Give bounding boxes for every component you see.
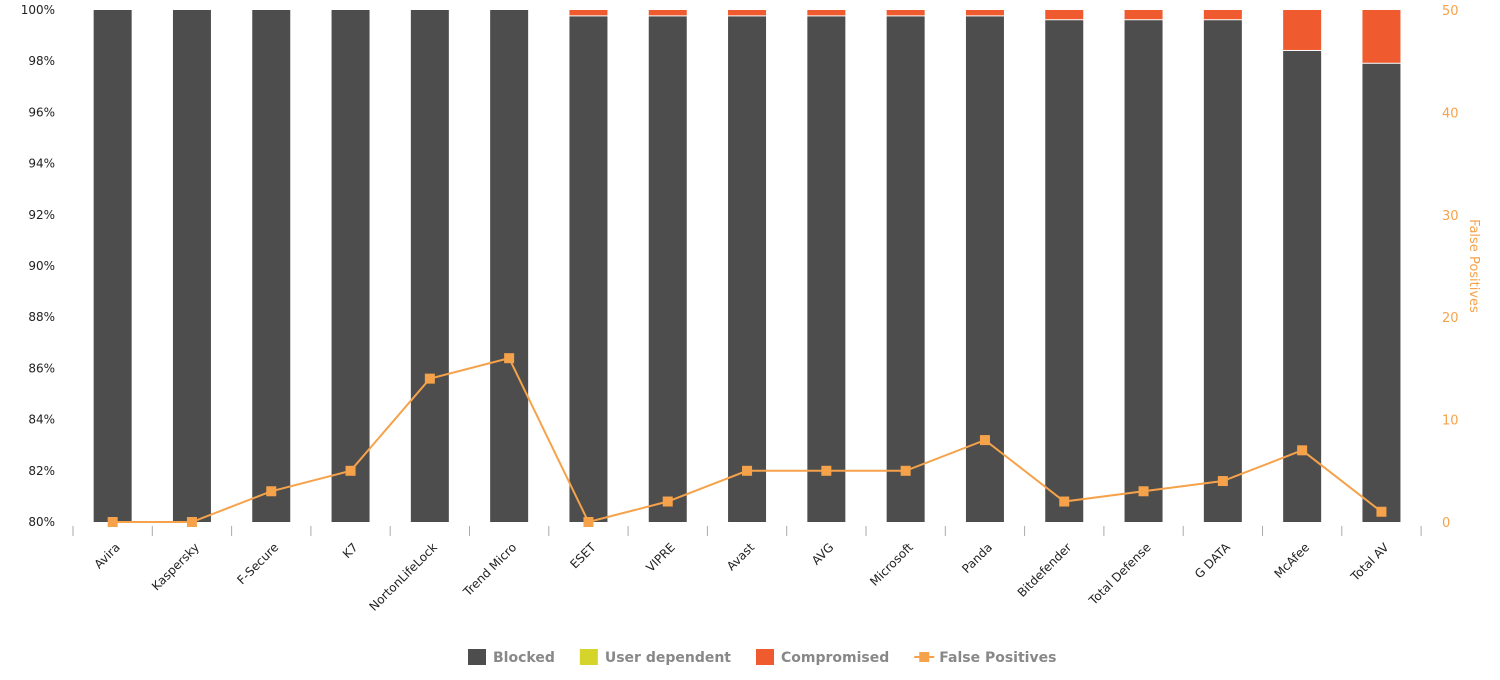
x-tick-label: Total Defense: [1086, 540, 1154, 608]
false-positive-point: [583, 517, 594, 527]
legend-swatch: [468, 649, 486, 665]
bar-blocked: [1362, 63, 1401, 522]
bar-blocked: [886, 16, 925, 523]
false-positive-point: [424, 373, 435, 384]
bar-blocked: [252, 10, 291, 522]
legend-swatch-marker: [919, 652, 930, 662]
bar-blocked: [1283, 50, 1322, 523]
right-axis-tick: 20: [1442, 311, 1459, 326]
x-tick-label: Microsoft: [867, 540, 916, 589]
bar-blocked: [728, 16, 767, 523]
bar-compromised: [648, 10, 687, 16]
left-axis-tick: 98%: [28, 54, 55, 68]
x-tick-label: Bitdefender: [1015, 540, 1075, 600]
left-axis-tick: 84%: [28, 413, 55, 427]
false-positive-point: [662, 496, 673, 507]
bar-blocked: [648, 16, 687, 523]
x-tick-label: Panda: [959, 540, 995, 576]
x-tick-label: F-Secure: [234, 540, 281, 587]
bar-blocked: [1045, 20, 1084, 523]
false-positive-point: [107, 517, 118, 527]
bar-compromised: [1203, 10, 1242, 20]
false-positive-point: [1138, 486, 1149, 497]
bar-blocked: [172, 10, 211, 522]
x-tick-label: Avast: [724, 540, 757, 573]
right-axis-tick: 0: [1442, 516, 1450, 531]
bar-blocked: [331, 10, 370, 522]
bar-blocked: [93, 10, 132, 522]
x-tick-label: Kaspersky: [149, 540, 202, 593]
false-positive-point: [266, 486, 277, 497]
bar-blocked: [807, 16, 846, 523]
left-axis-tick: 100%: [21, 3, 55, 17]
x-tick-label: VIPRE: [643, 540, 678, 575]
x-tick-label: Trend Micro: [460, 540, 519, 599]
bar-compromised: [1283, 10, 1322, 50]
left-axis-tick: 96%: [28, 105, 55, 119]
bar-blocked: [490, 10, 529, 522]
bar-compromised: [886, 10, 925, 16]
right-axis-tick: 40: [1442, 106, 1459, 121]
bar-compromised: [728, 10, 767, 16]
legend-item[interactable]: Compromised: [781, 650, 889, 666]
false-positive-point: [900, 465, 911, 476]
legend-item[interactable]: False Positives: [939, 650, 1056, 666]
x-tick-label: Total AV: [1347, 540, 1392, 585]
false-positive-point: [186, 517, 197, 527]
x-tick-label: AVG: [809, 540, 837, 568]
left-axis-tick: 86%: [28, 361, 55, 375]
x-tick-label: Avira: [91, 540, 122, 571]
false-positive-point: [821, 465, 832, 476]
legend-item[interactable]: Blocked: [493, 650, 555, 666]
left-axis-tick: 90%: [28, 259, 55, 273]
false-positive-point: [1297, 445, 1308, 456]
false-positive-point: [1059, 496, 1070, 507]
x-tick-label: NortonLifeLock: [366, 540, 440, 614]
false-positive-point: [742, 465, 753, 476]
right-axis-label: False Positives: [1466, 219, 1481, 313]
bar-compromised: [1045, 10, 1084, 20]
bar-compromised: [569, 10, 608, 16]
false-positive-point: [345, 465, 356, 476]
left-axis-tick: 80%: [28, 515, 55, 529]
bar-blocked: [1203, 20, 1242, 523]
x-tick-label: G DATA: [1192, 540, 1234, 582]
x-tick-label: ESET: [567, 540, 599, 572]
bar-blocked: [410, 10, 449, 522]
false-positive-point: [1217, 476, 1228, 487]
left-axis-tick: 88%: [28, 310, 55, 324]
bar-compromised: [1362, 10, 1401, 63]
left-axis-tick: 92%: [28, 208, 55, 222]
bar-blocked: [569, 16, 608, 523]
bar-blocked: [1124, 20, 1163, 523]
bar-compromised: [965, 10, 1004, 16]
false-positive-point: [979, 435, 990, 446]
false-positive-point: [504, 353, 515, 364]
left-axis-tick: 82%: [28, 464, 55, 478]
right-axis-tick: 30: [1442, 209, 1459, 224]
bar-compromised: [1124, 10, 1163, 20]
bar-compromised: [807, 10, 846, 16]
legend-swatch: [579, 649, 598, 665]
false-positive-point: [1376, 506, 1387, 517]
x-tick-label: McAfee: [1271, 540, 1312, 581]
left-axis-tick: 94%: [28, 157, 55, 171]
right-axis-tick: 50: [1442, 4, 1459, 19]
legend-item[interactable]: User dependent: [605, 650, 731, 666]
right-axis-tick: 10: [1442, 414, 1459, 429]
x-tick-label: K7: [340, 540, 361, 561]
legend-swatch: [756, 649, 774, 665]
